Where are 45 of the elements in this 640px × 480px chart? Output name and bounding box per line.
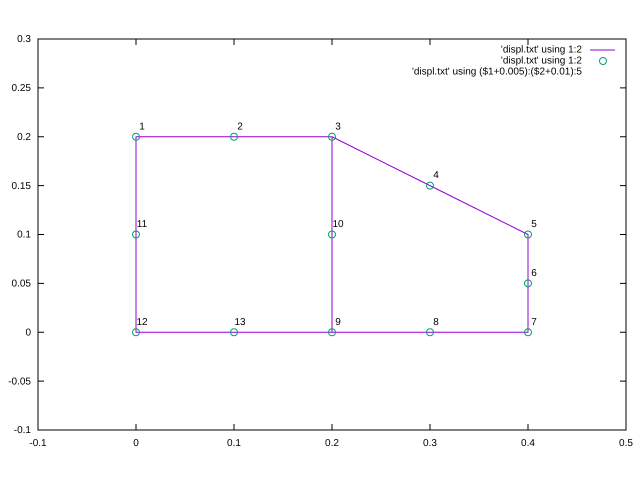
annotation: 13: [234, 316, 246, 328]
annotation: 11: [136, 219, 148, 230]
y-tick-label: 0.05: [12, 278, 32, 290]
point: [230, 328, 238, 336]
point: [524, 328, 532, 336]
point: [132, 132, 140, 141]
point: [328, 328, 336, 336]
annotation: 10: [332, 219, 344, 230]
annotation: 5: [531, 219, 538, 230]
point: [426, 328, 434, 336]
annotation: 6: [531, 268, 538, 279]
annotation: 2: [237, 121, 244, 132]
y-tick-label: 0.3: [17, 34, 32, 46]
point: [132, 328, 140, 336]
annotation: 7: [531, 316, 538, 328]
annotation: 12: [136, 316, 148, 328]
y-tick-label: 0: [25, 327, 32, 338]
point: [328, 132, 336, 141]
y-tick-label: 0.25: [12, 83, 32, 94]
y-tick-label: -0.05: [8, 376, 32, 388]
x-tick-label: -0.1: [29, 438, 48, 450]
x-tick-label: 0.5: [619, 438, 634, 450]
annotation: 3: [335, 121, 342, 132]
x-tick-label: 0.2: [325, 438, 340, 450]
point: [328, 230, 336, 238]
annotation: 1: [139, 121, 146, 132]
y-tick-label: -0.1: [14, 425, 32, 436]
y-tick-label: 0.1: [17, 230, 32, 241]
annotation: 'displ.txt' using ($1+0.005):($2+0.01):5: [412, 66, 582, 78]
y-tick-label: 0.2: [17, 132, 32, 143]
y-tick-label: 0.15: [12, 180, 32, 192]
annotation: 9: [335, 316, 342, 328]
x-tick-label: 0: [133, 438, 140, 450]
x-tick-label: 0.3: [423, 438, 438, 450]
annotation: 4: [433, 170, 440, 182]
x-tick-label: 0.1: [227, 438, 242, 450]
x-tick-label: 0.4: [521, 438, 536, 450]
point: [524, 230, 532, 238]
annotation: 8: [433, 316, 440, 328]
point: [230, 132, 238, 141]
legend-label: 'displ.txt' using 1:2: [500, 56, 582, 66]
point: [524, 279, 532, 288]
point: [426, 182, 434, 190]
legend-label: 'displ.txt' using 1:2: [500, 44, 582, 56]
point: [132, 230, 140, 238]
